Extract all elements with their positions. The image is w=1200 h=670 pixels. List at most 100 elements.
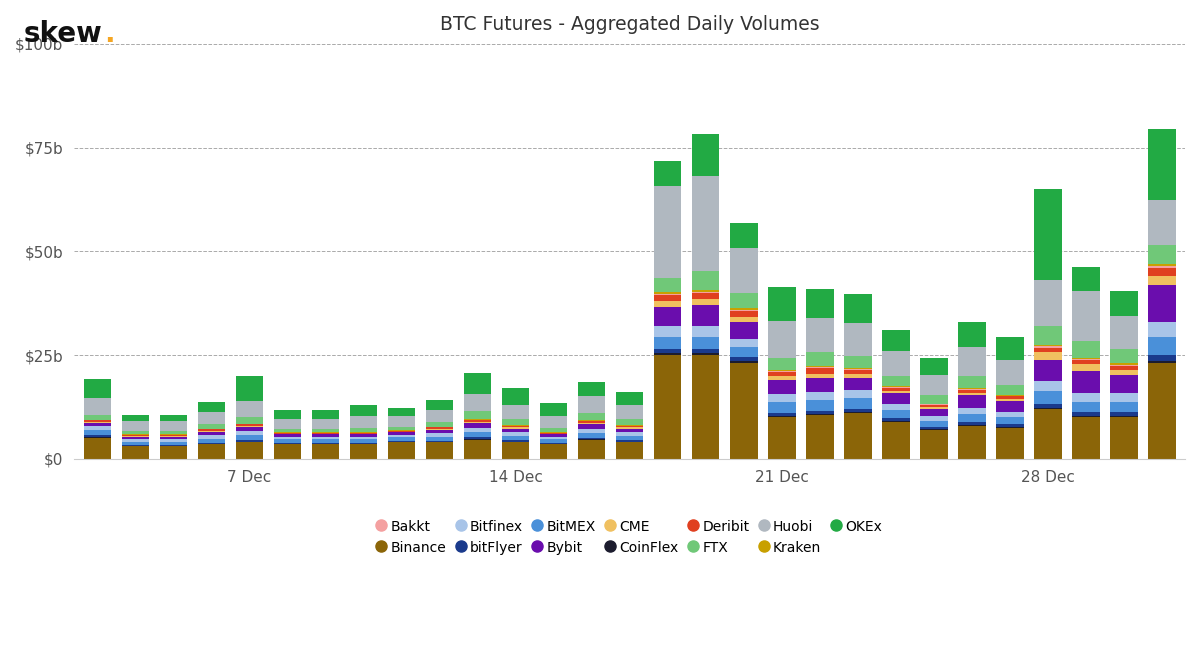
Bar <box>920 409 948 416</box>
Bar <box>806 352 834 366</box>
Bar <box>692 336 720 349</box>
Bar <box>959 414 985 422</box>
Bar <box>502 432 529 436</box>
Bar <box>959 390 985 393</box>
Bar <box>692 353 720 355</box>
Bar <box>235 440 263 442</box>
Bar <box>1110 316 1138 349</box>
Bar <box>1148 355 1176 361</box>
Bar <box>1073 358 1100 359</box>
Bar <box>959 388 985 389</box>
Bar <box>198 431 226 432</box>
Bar <box>1148 276 1176 285</box>
Bar <box>1073 416 1100 417</box>
Bar <box>312 429 340 432</box>
Bar <box>578 425 606 429</box>
Bar <box>540 428 568 432</box>
Bar <box>768 287 796 320</box>
Bar <box>1148 264 1176 267</box>
Bar <box>1034 381 1062 391</box>
Bar <box>882 404 910 410</box>
Bar <box>996 417 1024 425</box>
Bar <box>920 405 948 407</box>
Bar <box>845 356 871 369</box>
Bar <box>882 376 910 387</box>
Text: .: . <box>104 20 115 48</box>
Bar <box>996 385 1024 395</box>
Bar <box>959 408 985 414</box>
Bar <box>996 427 1024 428</box>
Bar <box>654 161 682 186</box>
Bar <box>198 444 226 459</box>
Bar <box>920 427 948 429</box>
Bar <box>388 408 415 417</box>
Bar <box>578 429 606 433</box>
Bar <box>578 396 606 413</box>
Bar <box>692 271 720 290</box>
Bar <box>121 431 149 434</box>
Bar <box>84 420 110 421</box>
Bar <box>959 395 985 408</box>
Bar <box>616 442 643 459</box>
Bar <box>882 351 910 376</box>
Bar <box>121 415 149 421</box>
Bar <box>84 415 110 419</box>
Bar <box>692 293 720 299</box>
Bar <box>1073 371 1100 393</box>
Bar <box>1110 364 1138 366</box>
Bar <box>654 349 682 353</box>
Bar <box>388 441 415 442</box>
Bar <box>235 435 263 440</box>
Bar <box>312 419 340 429</box>
Bar <box>730 311 757 317</box>
Bar <box>654 295 682 302</box>
Bar <box>160 431 187 434</box>
Bar <box>1148 336 1176 355</box>
Bar <box>274 437 301 440</box>
Bar <box>388 442 415 459</box>
Bar <box>730 338 757 347</box>
Text: skew: skew <box>24 20 103 48</box>
Bar <box>1110 412 1138 416</box>
Bar <box>1034 189 1062 281</box>
Bar <box>274 440 301 443</box>
Bar <box>920 416 948 421</box>
Bar <box>578 413 606 420</box>
Bar <box>996 396 1024 399</box>
Bar <box>920 395 948 404</box>
Bar <box>464 411 491 419</box>
Bar <box>692 326 720 336</box>
Bar <box>882 410 910 418</box>
Bar <box>920 430 948 459</box>
Bar <box>730 364 757 459</box>
Bar <box>768 373 796 377</box>
Bar <box>730 317 757 322</box>
Bar <box>1148 245 1176 264</box>
Bar <box>806 367 834 368</box>
Bar <box>845 399 871 409</box>
Bar <box>84 421 110 423</box>
Bar <box>160 446 187 459</box>
Bar <box>388 417 415 427</box>
Bar <box>1034 409 1062 459</box>
Bar <box>692 349 720 353</box>
Bar <box>616 419 643 425</box>
Bar <box>502 388 529 405</box>
Bar <box>845 378 871 390</box>
Bar <box>1034 346 1062 348</box>
Bar <box>1034 326 1062 345</box>
Bar <box>920 421 948 427</box>
Bar <box>1110 349 1138 363</box>
Bar <box>84 438 110 459</box>
Bar <box>426 430 454 433</box>
Bar <box>1073 360 1100 364</box>
Bar <box>1110 363 1138 364</box>
Bar <box>426 433 454 437</box>
Bar <box>198 436 226 439</box>
Bar <box>1148 129 1176 200</box>
Bar <box>235 442 263 459</box>
Bar <box>730 322 757 338</box>
Bar <box>692 135 720 176</box>
Bar <box>920 358 948 375</box>
Bar <box>616 440 643 442</box>
